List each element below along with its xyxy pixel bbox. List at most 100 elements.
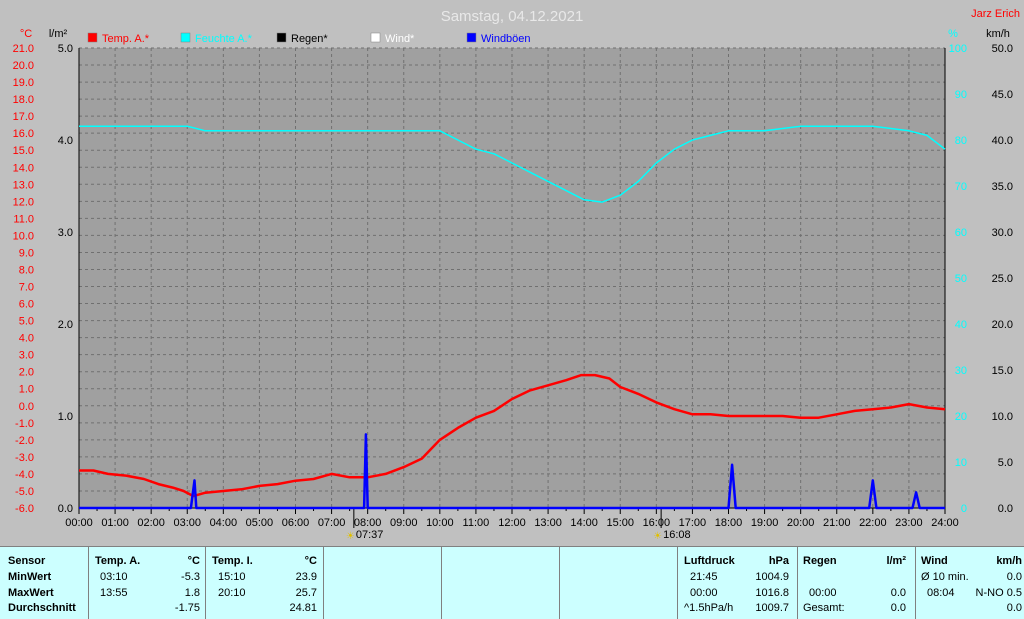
x-tick-label: 10:00 xyxy=(426,517,454,529)
legend-swatch xyxy=(370,32,381,43)
x-tick-label: 22:00 xyxy=(859,517,887,529)
x-tick-label: 02:00 xyxy=(137,517,165,529)
temp-i-unit: °C xyxy=(304,555,317,567)
series-line-temperature xyxy=(79,373,946,498)
temp-tick-label: -1.0 xyxy=(15,418,34,430)
rain-unit: l/m² xyxy=(886,555,906,567)
legend-swatch xyxy=(180,32,191,43)
humidity-tick-label: 50 xyxy=(955,273,967,285)
temp-tick-label: -5.0 xyxy=(15,486,34,498)
pressure-avg-value: 1009.7 xyxy=(755,602,789,614)
temp-tick-label: 11.0 xyxy=(13,213,34,225)
humidity-unit-label: % xyxy=(948,28,958,40)
x-tick-label: 21:00 xyxy=(823,517,851,529)
legend-swatch xyxy=(87,32,98,43)
legend-label: Wind* xyxy=(385,33,415,45)
wind-unit: km/h xyxy=(996,555,1022,567)
sensor-header: Sensor xyxy=(8,555,46,567)
weather-chart: 21.0 20.0 19.0 18.0 17.0 16.0 15.0 14.0 13.0 12.0… xyxy=(13,8,1020,542)
temp-tick-label: -2.0 xyxy=(15,435,34,447)
chart-title: Samstag, 04.12.2021 xyxy=(441,8,584,25)
x-tick-label: 08:00 xyxy=(354,517,382,529)
rain-tick-label: 2.0 xyxy=(58,319,73,331)
temp-i-max-time: 20:10 xyxy=(218,587,246,599)
wind-header: Wind xyxy=(921,555,948,567)
rain-tick-label: 3.0 xyxy=(58,227,73,239)
pressure-unit: hPa xyxy=(768,555,789,567)
wind-tick-label: 25.0 xyxy=(992,273,1013,285)
legend-swatch xyxy=(276,32,287,43)
rain-tick-label: 0.0 xyxy=(58,503,73,515)
x-tick-label: 23:00 xyxy=(895,517,923,529)
humidity-tick-label: 30 xyxy=(955,365,967,377)
x-tick-label: 11:00 xyxy=(463,517,490,529)
statistics-panel: Sensor MinWert MaxWert Durchschnitt Temp… xyxy=(0,546,1024,619)
temp-i-min-value: 23.9 xyxy=(295,571,317,583)
rain-tick-label: 1.0 xyxy=(58,411,73,423)
x-tick-label: 01:00 xyxy=(101,517,129,529)
rain-unit-label: l/m² xyxy=(49,28,68,40)
rain-total-label: Gesamt: xyxy=(803,602,845,614)
rain-tick-label: 4.0 xyxy=(58,135,73,147)
temp-tick-label: -4.0 xyxy=(15,469,34,481)
axis-labels: 21.0 20.0 19.0 18.0 17.0 16.0 15.0 14.0 13.0 12.0… xyxy=(13,28,1013,542)
x-tick-label: 12:00 xyxy=(498,517,526,529)
humidity-tick-label: 40 xyxy=(955,319,967,331)
series-line-humidity xyxy=(79,125,946,203)
temp-tick-label: 15.0 xyxy=(13,145,34,157)
wind-tick-label: 45.0 xyxy=(992,89,1013,101)
temp-tick-label: 20.0 xyxy=(13,60,34,72)
humidity-tick-label: 60 xyxy=(955,227,967,239)
temp-tick-label: 12.0 xyxy=(13,196,34,208)
humidity-tick-label: 90 xyxy=(955,89,967,101)
rain-max-value: 0.0 xyxy=(890,587,906,599)
temp-tick-label: 17.0 xyxy=(13,111,34,123)
sun-icon: ☀ xyxy=(653,531,662,542)
temp-tick-label: 2.0 xyxy=(19,367,34,379)
wind-tick-label: 35.0 xyxy=(992,181,1013,193)
temp-i-header: Temp. I. xyxy=(212,555,253,567)
temp-tick-label: 14.0 xyxy=(13,162,34,174)
sun-icon: ☀ xyxy=(346,531,355,542)
temp-i-min-time: 15:10 xyxy=(218,571,246,583)
humidity-tick-label: 0 xyxy=(961,503,967,515)
temp-tick-label: 10.0 xyxy=(13,230,34,242)
x-tick-label: 16:00 xyxy=(643,517,671,529)
rain-total-value: 0.0 xyxy=(890,602,906,614)
sensor-row-avg: Durchschnitt xyxy=(8,602,76,614)
wind-tick-label: 20.0 xyxy=(992,319,1013,331)
x-tick-label: 05:00 xyxy=(246,517,274,529)
sun-marker-label: 07:37 xyxy=(356,529,384,541)
temp-tick-label: 5.0 xyxy=(19,316,34,328)
humidity-tick-label: 100 xyxy=(949,43,967,55)
pressure-min-time: 21:45 xyxy=(690,571,718,583)
humidity-tick-label: 20 xyxy=(955,411,967,423)
wind-unit-label: km/h xyxy=(986,28,1010,40)
pressure-min-value: 1004.9 xyxy=(755,571,789,583)
x-tick-label: 17:00 xyxy=(679,517,707,529)
sensor-row-min: MinWert xyxy=(8,571,52,583)
pressure-header: Luftdruck xyxy=(684,555,735,567)
temp-tick-label: 13.0 xyxy=(13,179,34,191)
x-tick-label: 03:00 xyxy=(173,517,201,529)
sun-marker-label: 16:08 xyxy=(663,529,691,541)
series-layer xyxy=(79,125,946,510)
legend-label: Temp. A.* xyxy=(102,33,150,45)
temp-tick-label: 6.0 xyxy=(19,299,34,311)
pressure-max-value: 1016.8 xyxy=(755,587,789,599)
legend: Temp. A.* Feuchte A.* Regen* Wind* Windböen xyxy=(87,32,531,45)
x-tick-label: 18:00 xyxy=(715,517,743,529)
temp-a-avg-value: -1.75 xyxy=(174,602,200,614)
wind-tick-label: 30.0 xyxy=(992,227,1013,239)
temp-tick-label: 4.0 xyxy=(19,333,34,345)
rain-max-time: 00:00 xyxy=(809,587,837,599)
legend-label: Windböen xyxy=(481,33,531,45)
humidity-tick-label: 80 xyxy=(955,135,967,147)
temp-tick-label: 1.0 xyxy=(19,384,34,396)
x-tick-label: 00:00 xyxy=(65,517,93,529)
sensor-row-max: MaxWert xyxy=(8,587,54,599)
pressure-max-time: 00:00 xyxy=(690,587,718,599)
legend-label: Feuchte A.* xyxy=(195,33,253,45)
temp-tick-label: 18.0 xyxy=(13,94,34,106)
x-tick-label: 15:00 xyxy=(606,517,634,529)
